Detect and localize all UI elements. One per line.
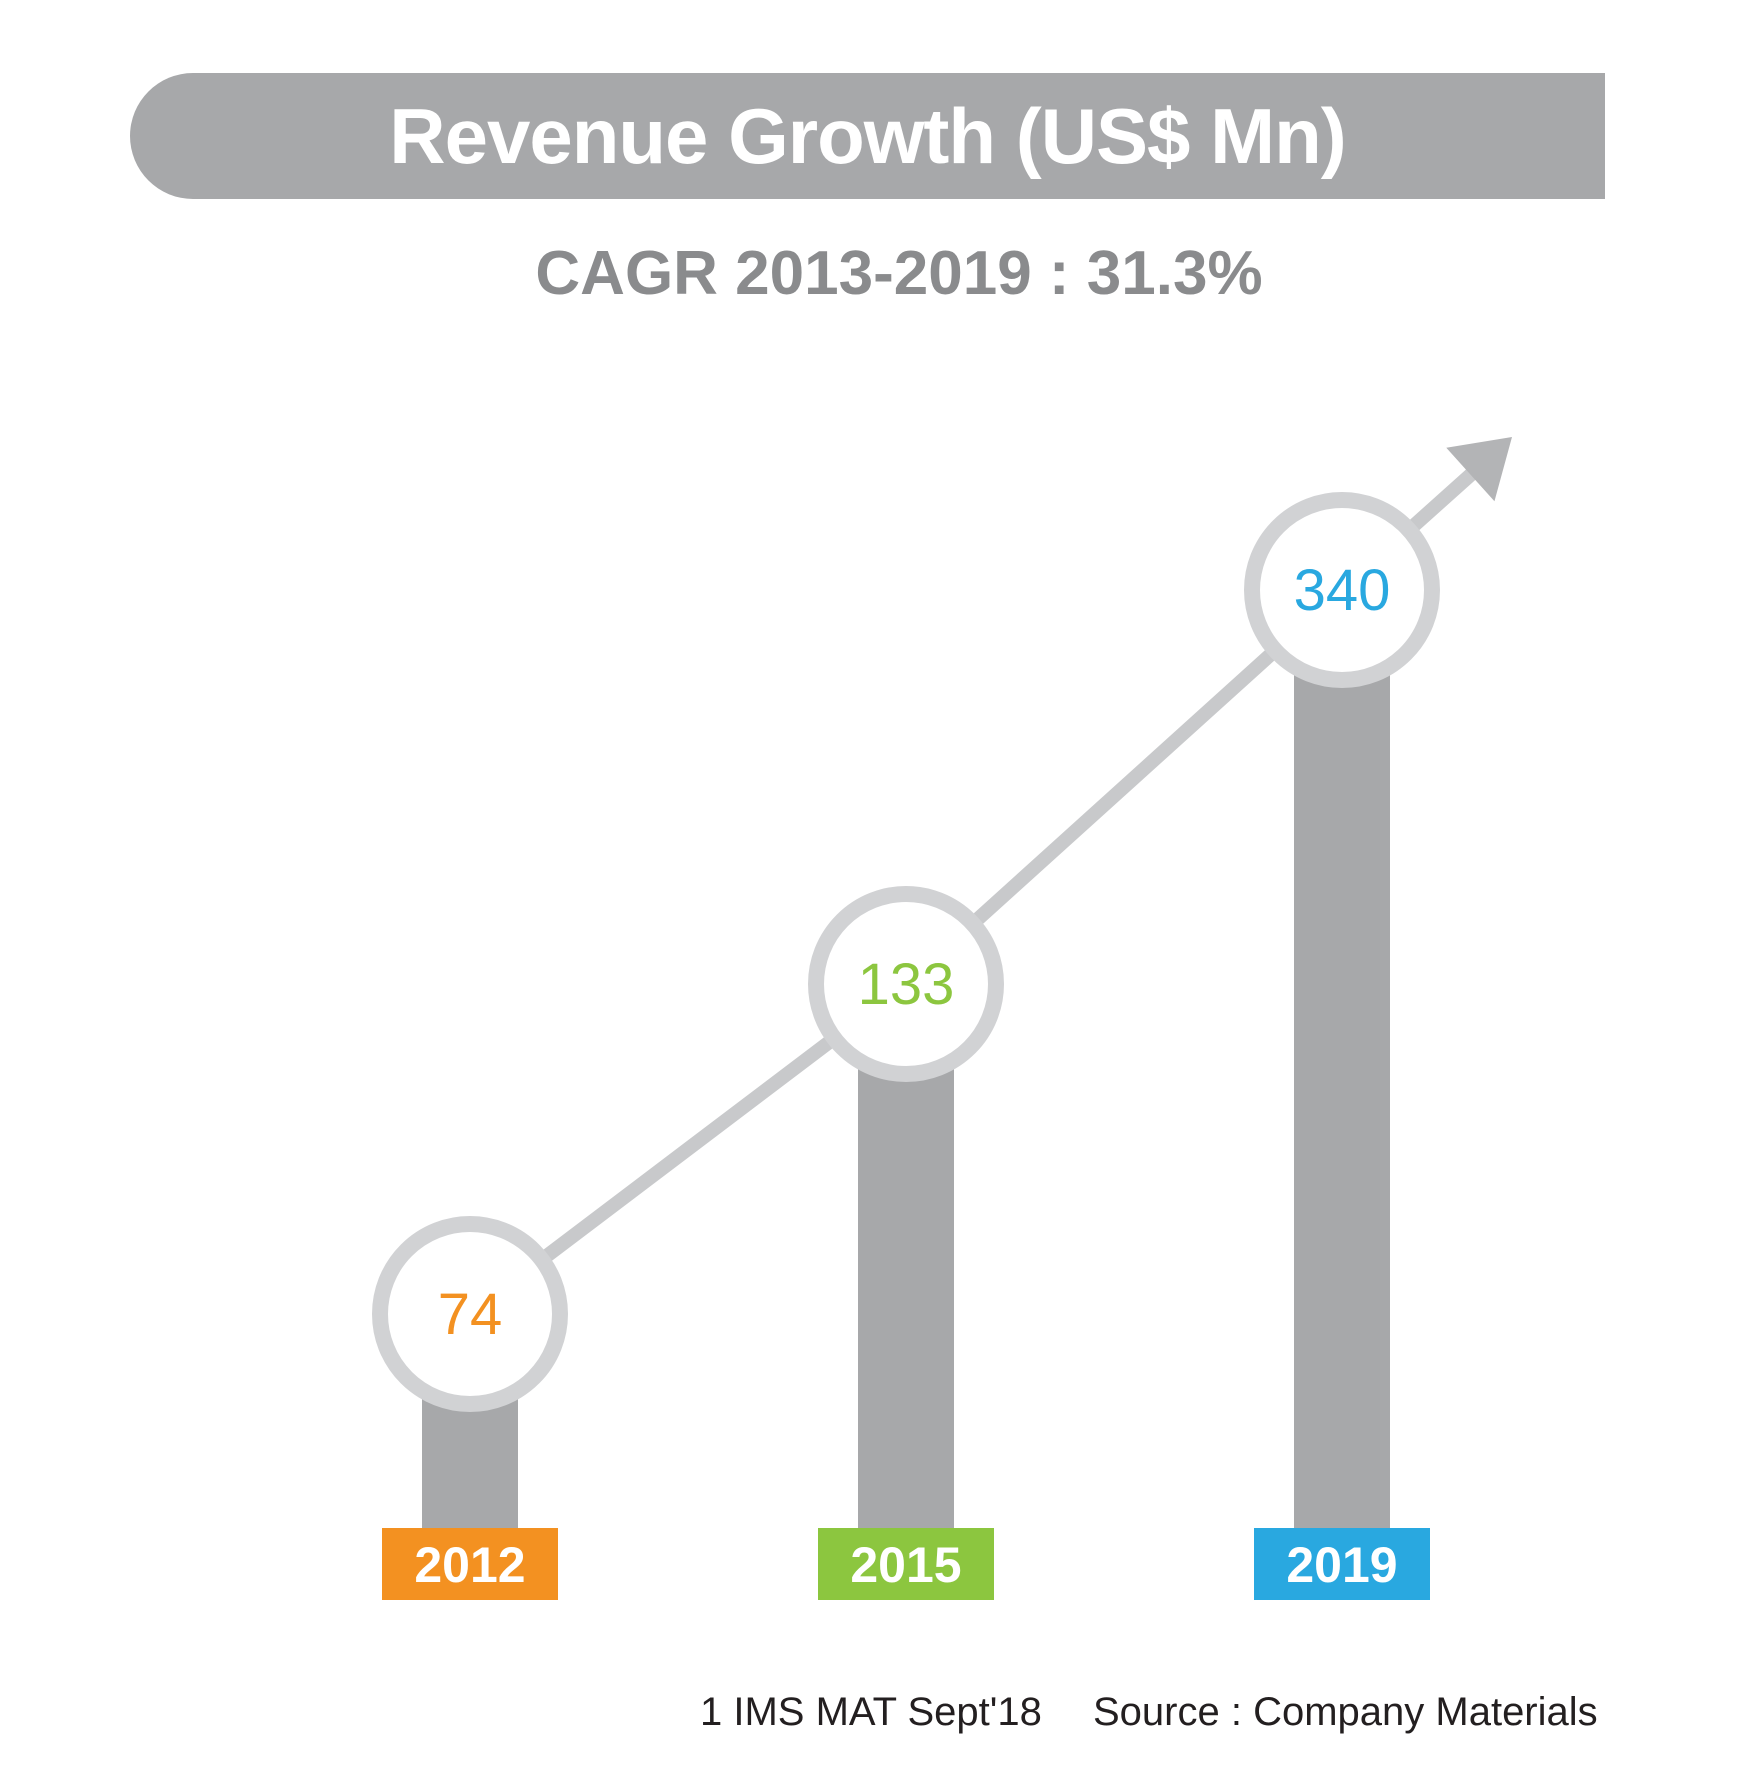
value-marker-2012 — [372, 1216, 568, 1412]
category-label-2015: 2015 — [850, 1537, 961, 1593]
category-box-2015 — [818, 1528, 994, 1600]
value-marker-2019 — [1244, 492, 1440, 688]
footnote: 1 IMS MAT Sept'18 — [700, 1690, 1042, 1734]
data-label-2012: 74 — [438, 1282, 503, 1347]
source-note: Source : Company Materials — [1093, 1690, 1598, 1734]
category-label-2012: 2012 — [414, 1537, 525, 1593]
value-marker-2015 — [808, 886, 1004, 1082]
chart-title-bar: Revenue Growth (US$ Mn) — [130, 73, 1605, 199]
category-box-2012 — [382, 1528, 558, 1600]
bar-2019 — [1294, 590, 1390, 1528]
category-label-2019: 2019 — [1286, 1537, 1397, 1593]
chart-title: Revenue Growth (US$ Mn) — [389, 91, 1346, 180]
category-box-2019 — [1254, 1528, 1430, 1600]
data-label-2019: 340 — [1294, 558, 1391, 623]
chart-subtitle: CAGR 2013-2019 : 31.3% — [535, 239, 1263, 308]
data-label-2015: 133 — [858, 952, 955, 1017]
trend-arrowhead — [1446, 437, 1512, 502]
